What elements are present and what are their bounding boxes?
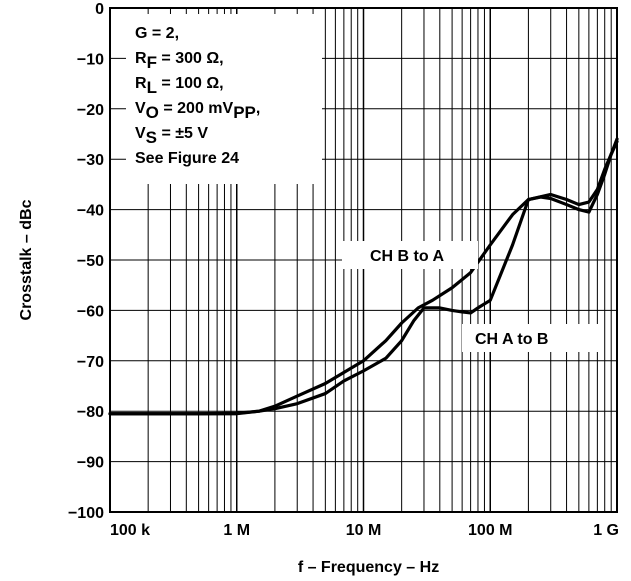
- y-tick-label: −30: [77, 152, 104, 169]
- x-tick-label: 100 k: [110, 522, 150, 539]
- y-tick-label: −10: [77, 51, 104, 68]
- condition-gain: G = 2,: [135, 25, 179, 42]
- x-tick-label: 100 M: [468, 522, 512, 539]
- series-label-ch-b-to-a-text: CH B to A: [370, 248, 445, 265]
- x-tick-label: 1 G: [593, 522, 619, 539]
- y-tick-label: −20: [77, 102, 104, 119]
- series-layer: [108, 137, 619, 416]
- series-line-ch-a-to-b: [108, 139, 619, 416]
- test-conditions: G = 2, RF = 300 Ω, RL = 100 Ω, VO = 200 …: [126, 14, 322, 184]
- y-tick-label: 0: [95, 1, 104, 18]
- y-tick-labels: 0 −10 −20 −30 −40 −50 −60 −70 −80 −90 −100: [68, 1, 104, 522]
- y-tick-label: −60: [77, 303, 104, 320]
- y-tick-label: −70: [77, 354, 104, 371]
- y-tick-label: −100: [68, 505, 104, 522]
- y-tick-label: −90: [77, 455, 104, 472]
- y-axis-title: Crosstalk – dBc: [18, 199, 35, 320]
- x-axis-title: f – Frequency – Hz: [298, 559, 439, 576]
- x-tick-label: 10 M: [346, 522, 382, 539]
- condition-vo: VO = 200 mVPP,: [135, 100, 260, 122]
- series-label-ch-a-to-b: CH A to B: [462, 324, 598, 352]
- y-tick-label: −40: [77, 203, 104, 220]
- series-label-ch-a-to-b-text: CH A to B: [475, 331, 548, 348]
- plot-frame: [109, 7, 618, 513]
- series-label-ch-b-to-a: CH B to A: [342, 241, 478, 269]
- condition-rl: RL = 100 Ω,: [135, 75, 224, 97]
- test-conditions-background: [126, 14, 322, 184]
- x-tick-labels: 100 k 1 M 10 M 100 M 1 G: [110, 522, 619, 539]
- x-tick-label: 1 M: [223, 522, 250, 539]
- y-tick-label: −80: [77, 404, 104, 421]
- y-tick-label: −50: [77, 253, 104, 270]
- condition-figure-ref: See Figure 24: [135, 150, 239, 167]
- condition-vs: VS = ±5 V: [135, 125, 208, 147]
- condition-rf: RF = 300 Ω,: [135, 50, 224, 72]
